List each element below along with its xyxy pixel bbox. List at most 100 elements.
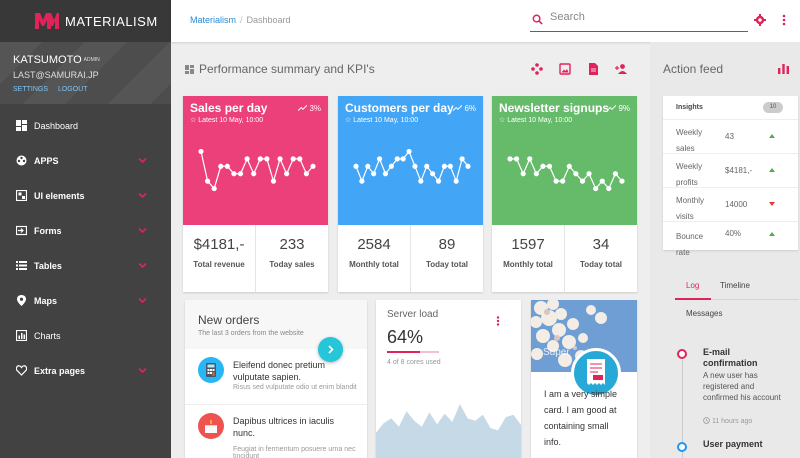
sidebar-item-apps[interactable]: APPS xyxy=(0,143,171,178)
insights-card: Insights 10 Weekly sales 43 Weekly profits… xyxy=(663,96,798,257)
event-text: A new user has registered and confirmed … xyxy=(703,371,781,402)
trending-up-icon xyxy=(606,104,617,112)
kpi-stat-value: 34 xyxy=(592,236,610,253)
star-icon: ☆ xyxy=(190,117,199,124)
sparkline-point xyxy=(447,163,453,169)
trending-up-icon xyxy=(297,104,308,112)
sidebar-item-tables[interactable]: Tables xyxy=(0,248,171,283)
gear-icon[interactable] xyxy=(754,14,766,26)
sparkline-point xyxy=(540,163,546,169)
sidebar-item-extra-pages[interactable]: Extra pages xyxy=(0,353,171,388)
kpi-stat-label: Today sales xyxy=(269,260,315,269)
timeline-dot xyxy=(677,349,687,359)
trend-down-icon xyxy=(769,202,775,206)
insights-label: Insights xyxy=(676,104,703,111)
timeline-dot xyxy=(677,442,687,452)
user-profile: KATSUMOTO ADMIN LAST@SAMURAI.JP SETTINGS … xyxy=(0,42,171,104)
sidebar-item-label: UI elements xyxy=(34,190,85,201)
kpi-sparkline xyxy=(507,156,625,192)
chevron-down-icon xyxy=(138,297,147,304)
share-icon[interactable] xyxy=(531,62,543,75)
insight-row: Monthly visits 14000 xyxy=(663,188,798,222)
image-icon[interactable] xyxy=(559,62,571,75)
sparkline-point xyxy=(520,171,526,177)
sidebar-item-dashboard[interactable]: Dashboard xyxy=(0,108,171,143)
sparkline-point xyxy=(599,178,605,184)
image-card: Super I am a very simple card. I am good… xyxy=(531,300,637,458)
sidebar-item-label: APPS xyxy=(34,155,59,166)
trend-up-icon xyxy=(769,168,775,172)
sidebar-item-ui-elements[interactable]: UI elements xyxy=(0,178,171,213)
logout-link[interactable]: LOGOUT xyxy=(57,86,88,93)
sparkline-point xyxy=(560,178,566,184)
sparkline-point xyxy=(459,156,465,162)
insight-label: Weekly profits xyxy=(676,162,703,187)
server-load-cores: 4 of 8 cores used xyxy=(387,359,441,366)
active-tab-indicator xyxy=(675,298,711,300)
sidebar-item-label: Forms xyxy=(34,225,62,236)
bar-chart-icon[interactable] xyxy=(778,63,789,74)
event-title: User payment xyxy=(703,439,763,449)
action-feed-panel: Action feed Insights 10 Weekly sales 43 We… xyxy=(650,42,800,458)
sparkline-point xyxy=(441,163,448,169)
sparkline-point xyxy=(606,185,612,192)
add-user-icon[interactable] xyxy=(615,62,627,74)
orders-next-button[interactable] xyxy=(318,337,343,362)
server-load-card: Server load 64% 4 of 8 cores used xyxy=(376,300,521,458)
star-icon: ☆ xyxy=(345,117,354,124)
kpi-title: Newsletter signups xyxy=(499,101,610,115)
sparkline-point xyxy=(400,156,406,162)
sparkline-point xyxy=(533,171,539,177)
user-role: ADMIN xyxy=(83,57,100,64)
server-load-area xyxy=(376,404,521,458)
photo-label: Super xyxy=(543,347,570,358)
user-name: KATSUMOTO xyxy=(13,54,82,66)
sparkline-point xyxy=(406,148,412,155)
sparkline-point xyxy=(546,163,553,169)
sparkline-point xyxy=(586,171,592,177)
search-icon[interactable] xyxy=(532,14,543,25)
dashboard-icon xyxy=(185,64,194,74)
sparkline-point xyxy=(513,156,520,162)
sidebar-item-charts[interactable]: Charts xyxy=(0,318,171,353)
more-vert-icon[interactable] xyxy=(496,316,500,326)
sparkline-point xyxy=(376,156,383,162)
sidebar-item-label: Dashboard xyxy=(34,120,79,131)
kpi-card-sales-per-day: Sales per day ☆ Latest 10 May, 10:00 3% $4… xyxy=(183,96,328,292)
search-input[interactable] xyxy=(550,11,740,23)
sparkline-point xyxy=(579,178,586,184)
document-icon[interactable] xyxy=(587,62,599,75)
kpi-stat: 1597 Monthly total xyxy=(492,225,564,292)
cake-icon xyxy=(198,413,224,439)
event-time: 11 hours ago xyxy=(703,417,752,425)
order-subtitle: Risus sed vulputate odio ut enim blandit xyxy=(233,384,357,391)
user-email: LAST@SAMURAI.JP xyxy=(13,70,99,80)
sparkline-point xyxy=(359,178,365,184)
settings-link[interactable]: SETTINGS xyxy=(13,86,49,93)
breadcrumb-root[interactable]: Materialism xyxy=(190,15,237,25)
order-item[interactable]: Eleifend donec pretium vulputate sapien.… xyxy=(185,349,367,405)
action-feed-title: Action feed xyxy=(663,62,724,76)
tab-timeline[interactable]: Timeline xyxy=(720,281,750,290)
sidebar-item-forms[interactable]: Forms xyxy=(0,213,171,248)
sparkline-point xyxy=(251,171,257,177)
kpi-trend: 3% xyxy=(297,104,321,113)
brand-logo[interactable]: MATERIALISM xyxy=(0,0,171,42)
server-load-title: Server load xyxy=(387,309,439,320)
server-load-graph xyxy=(376,404,521,458)
sidebar-item-maps[interactable]: Maps xyxy=(0,283,171,318)
sparkline-point xyxy=(244,156,250,162)
tab-messages[interactable]: Messages xyxy=(686,309,723,318)
order-item[interactable]: Dapibus ultrices in iaculis nunc. Feugia… xyxy=(185,405,367,458)
sparkline-point xyxy=(507,156,513,162)
more-vert-icon[interactable] xyxy=(782,14,786,26)
orders-title: New orders xyxy=(198,313,260,327)
calculator-icon xyxy=(198,357,224,383)
tab-log[interactable]: Log xyxy=(686,281,700,290)
search-bar xyxy=(530,8,748,32)
sparkline-point xyxy=(237,171,244,177)
kpi-stat-label: Total revenue xyxy=(193,260,245,269)
sparkline-point xyxy=(303,171,310,177)
sparkline-point xyxy=(382,171,389,177)
sparkline-point xyxy=(211,185,217,192)
